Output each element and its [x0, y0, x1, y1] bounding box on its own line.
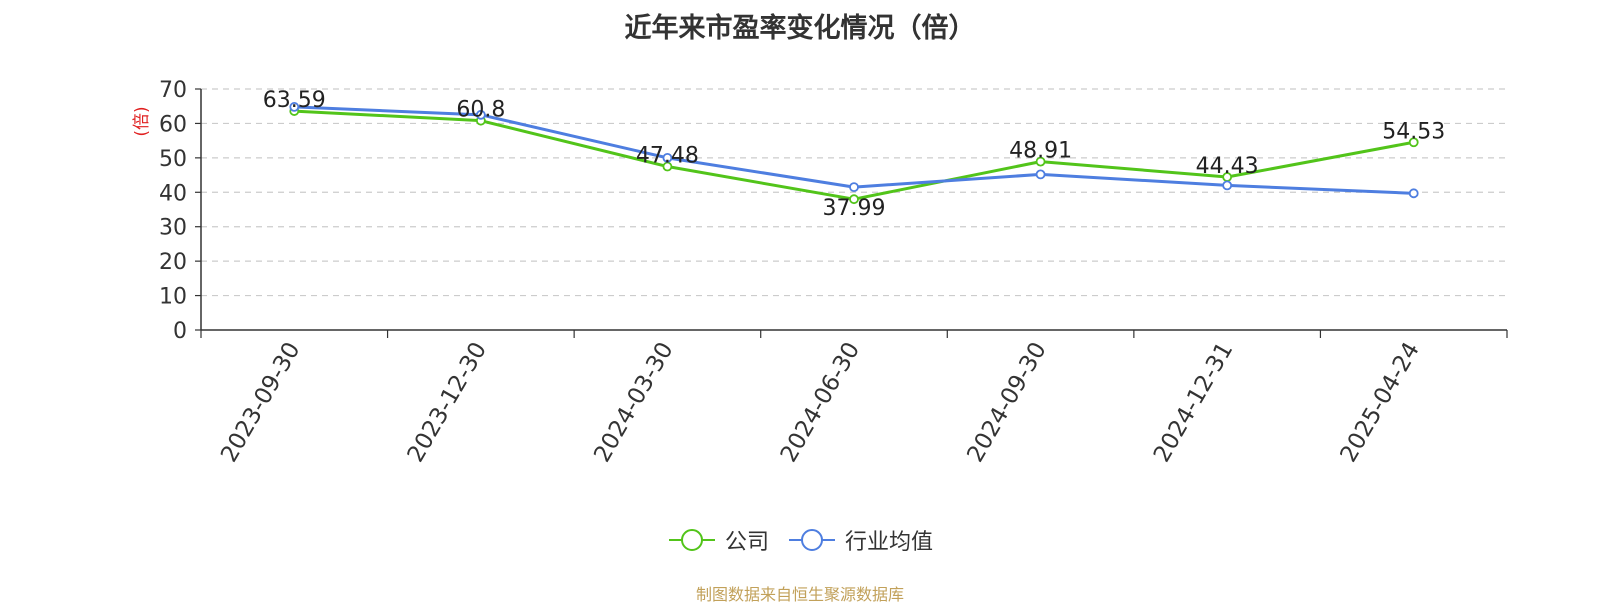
chart-legend: 公司 行业均值 [0, 524, 1600, 556]
data-point-industry [289, 102, 300, 112]
x-tick-label: 2023-12-30 [403, 338, 492, 467]
data-source-note: 制图数据来自恒生聚源数据库 [695, 585, 904, 604]
x-tick-label: 2023-09-30 [216, 338, 305, 467]
y-axis-label: (倍) [132, 106, 152, 136]
legend-company-icon [668, 529, 715, 551]
data-point-company [1035, 156, 1046, 167]
y-tick-label: 50 [159, 147, 187, 172]
data-point-industry [475, 109, 486, 120]
x-tick-label: 2025-04-24 [1336, 338, 1425, 467]
legend-item-company[interactable]: 公司 [667, 524, 769, 556]
y-tick-label: 40 [159, 181, 187, 206]
y-tick-label: 30 [159, 216, 187, 241]
data-point-industry [1035, 169, 1046, 180]
x-tick-label: 2024-09-30 [962, 338, 1051, 467]
y-tick-label: 10 [159, 285, 187, 310]
legend-company-label: 公司 [724, 530, 769, 555]
data-point-industry [1222, 180, 1233, 191]
data-label: 44.43 [1196, 154, 1259, 179]
data-label: 63.59 [263, 88, 326, 113]
data-label: 37.99 [823, 196, 886, 221]
x-tick-label: 2024-12-31 [1149, 338, 1238, 467]
data-label: 60.8 [456, 98, 505, 123]
y-tick-label: 20 [159, 250, 187, 275]
legend-industry-label: 行业均值 [845, 530, 934, 555]
chart-title: 近年来市盈率变化情况（倍） [624, 13, 976, 44]
y-tick-label: 0 [173, 319, 187, 344]
legend-industry-icon [789, 529, 835, 551]
data-point-company [1408, 137, 1419, 148]
x-tick-label: 2024-06-30 [776, 338, 865, 467]
legend-item-industry[interactable]: 行业均值 [787, 524, 933, 556]
data-point-industry [1408, 188, 1419, 199]
data-point-company [849, 194, 859, 205]
data-point-industry [662, 152, 673, 163]
y-tick-label: 70 [159, 78, 187, 103]
x-tick-label: 2024-03-30 [589, 338, 678, 467]
data-label: 54.53 [1382, 119, 1445, 144]
data-label: 48.91 [1009, 139, 1072, 164]
data-label: 47.48 [636, 144, 699, 169]
y-tick-label: 60 [159, 112, 187, 137]
data-point-industry [849, 182, 859, 193]
